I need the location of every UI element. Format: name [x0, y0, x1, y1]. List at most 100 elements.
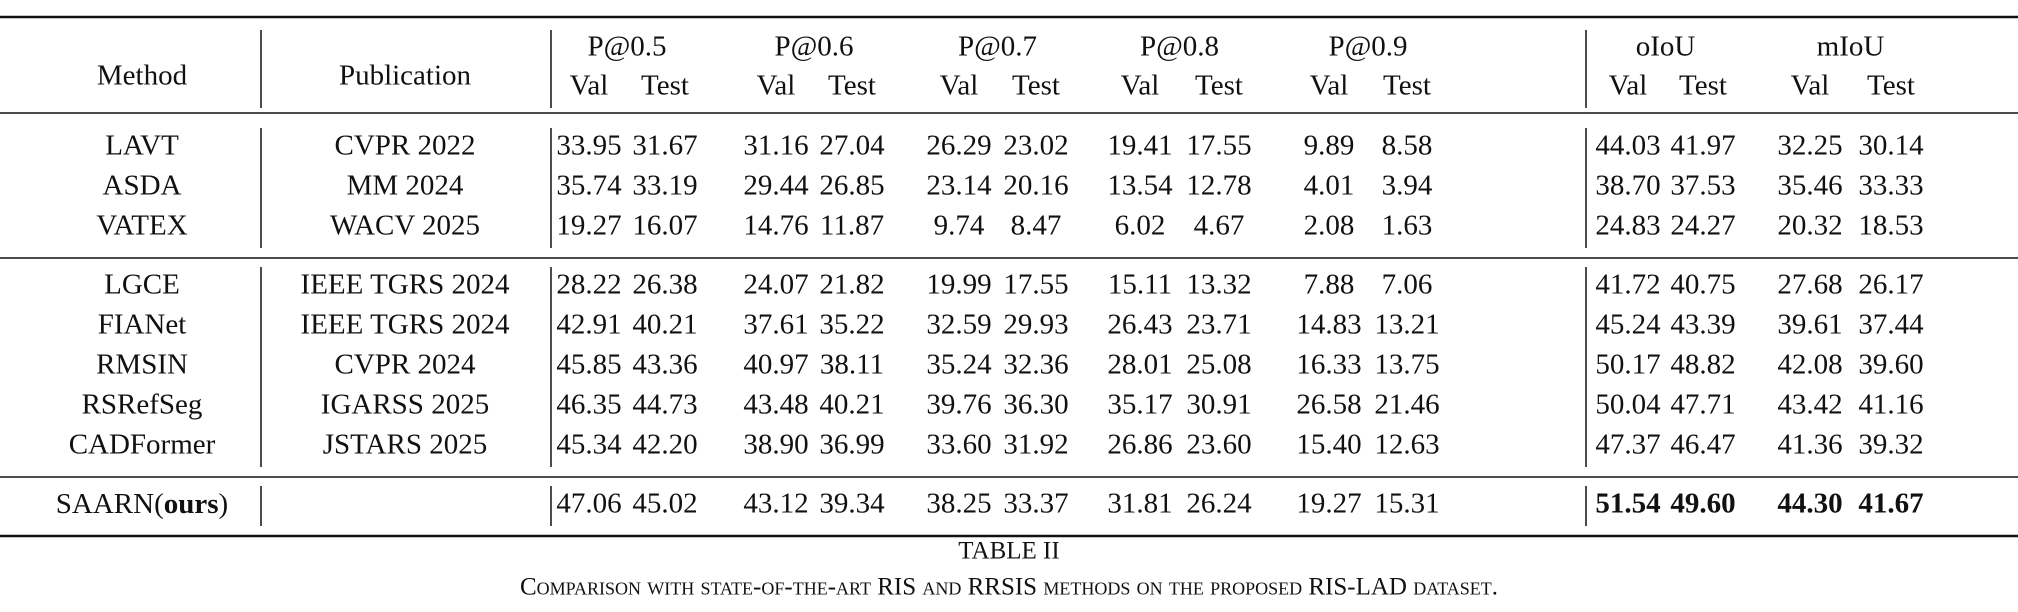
cell: 33.19 [632, 170, 697, 202]
cell: 37.53 [1670, 170, 1735, 202]
cell: 37.61 [743, 309, 808, 341]
cell: 16.33 [1296, 349, 1361, 381]
publication: CVPR 2024 [334, 349, 476, 381]
cell: 6.02 [1115, 210, 1166, 242]
cell: 43.12 [743, 488, 808, 520]
publication: IGARSS 2025 [321, 389, 489, 421]
cell: 49.60 [1670, 488, 1735, 520]
header-group: mIoU [1817, 31, 1885, 63]
cell: 39.76 [926, 389, 991, 421]
header-sub: Test [641, 70, 689, 102]
cell: 38.11 [820, 349, 884, 381]
method-part: SAARN( [56, 488, 164, 520]
cell: 50.04 [1595, 389, 1661, 421]
cell: 13.32 [1186, 269, 1251, 301]
cell: 23.71 [1186, 309, 1251, 341]
cell: 31.67 [632, 130, 697, 162]
cell: 26.58 [1296, 389, 1361, 421]
cell: 32.59 [926, 309, 991, 341]
cell: 33.95 [556, 130, 621, 162]
cell: 28.01 [1107, 349, 1172, 381]
publication: IEEE TGRS 2024 [301, 309, 510, 341]
cell: 41.97 [1670, 130, 1735, 162]
cell: 24.83 [1595, 210, 1660, 242]
cell: 50.17 [1595, 349, 1660, 381]
cell: 29.44 [743, 170, 809, 202]
cell: 40.21 [632, 309, 697, 341]
cell: 38.90 [743, 429, 808, 461]
cell: 41.16 [1858, 389, 1923, 421]
table-label: TABLE II [958, 538, 1059, 565]
cell: 15.40 [1296, 429, 1361, 461]
cell: 31.81 [1107, 488, 1172, 520]
cell: 47.71 [1670, 389, 1735, 421]
cell: 8.58 [1382, 130, 1433, 162]
publication: MM 2024 [347, 170, 464, 202]
cell: 44.73 [632, 389, 697, 421]
cell: 35.17 [1107, 389, 1172, 421]
cell: 46.35 [556, 389, 621, 421]
cell: 1.63 [1382, 210, 1433, 242]
cell: 37.44 [1858, 309, 1924, 341]
cell: 33.37 [1003, 488, 1068, 520]
header-sub: Val [1791, 70, 1830, 102]
cell: 43.36 [632, 349, 697, 381]
cell: 3.94 [1382, 170, 1433, 202]
header-sub: Test [1867, 70, 1915, 102]
header-sub: Val [1310, 70, 1349, 102]
cell: 30.91 [1186, 389, 1251, 421]
header-sub: Test [1195, 70, 1243, 102]
cell: 32.25 [1777, 130, 1842, 162]
cell: 12.63 [1374, 429, 1439, 461]
cell: 47.06 [556, 488, 621, 520]
cell: 15.31 [1374, 488, 1439, 520]
cell: 32.36 [1003, 349, 1068, 381]
cell: 23.14 [926, 170, 992, 202]
cell: 19.99 [926, 269, 991, 301]
cell: 35.46 [1777, 170, 1842, 202]
header-sub: Val [1121, 70, 1160, 102]
cell: 29.93 [1003, 309, 1068, 341]
cell: 26.38 [632, 269, 697, 301]
cell: 4.01 [1304, 170, 1355, 202]
method: LGCE [104, 269, 180, 301]
method: FIANet [98, 309, 187, 341]
cell: 36.30 [1003, 389, 1068, 421]
cell: 39.61 [1777, 309, 1842, 341]
cell: 42.08 [1777, 349, 1842, 381]
cell: 33.60 [926, 429, 991, 461]
header-sub: Test [1383, 70, 1431, 102]
cell: 39.32 [1858, 429, 1923, 461]
cell: 40.21 [819, 389, 884, 421]
cell: 26.17 [1858, 269, 1923, 301]
cell: 14.83 [1296, 309, 1361, 341]
cell: 51.54 [1595, 488, 1660, 520]
method: RSRefSeg [82, 389, 203, 421]
cell: 23.60 [1186, 429, 1251, 461]
publication: WACV 2025 [330, 210, 480, 242]
cell: 8.47 [1011, 210, 1062, 242]
cell: 47.37 [1595, 429, 1660, 461]
cell: 26.24 [1186, 488, 1252, 520]
cell: 25.08 [1186, 349, 1251, 381]
cell: 26.29 [926, 130, 991, 162]
header-group: oIoU [1636, 31, 1696, 63]
header-group: P@0.8 [1140, 31, 1219, 63]
header-method: Method [97, 60, 188, 92]
method-part: ours [164, 488, 219, 520]
cell: 45.34 [556, 429, 622, 461]
method: VATEX [96, 210, 187, 242]
cell: 21.82 [819, 269, 884, 301]
cell: 45.85 [556, 349, 621, 381]
cell: 17.55 [1186, 130, 1251, 162]
cell: 18.53 [1858, 210, 1923, 242]
cell: 15.11 [1108, 269, 1172, 301]
cell: 35.24 [926, 349, 992, 381]
cell: 33.33 [1858, 170, 1923, 202]
method: CADFormer [69, 429, 216, 461]
cell: 31.16 [743, 130, 808, 162]
method: ASDA [103, 170, 182, 202]
header-group: P@0.7 [958, 31, 1037, 63]
